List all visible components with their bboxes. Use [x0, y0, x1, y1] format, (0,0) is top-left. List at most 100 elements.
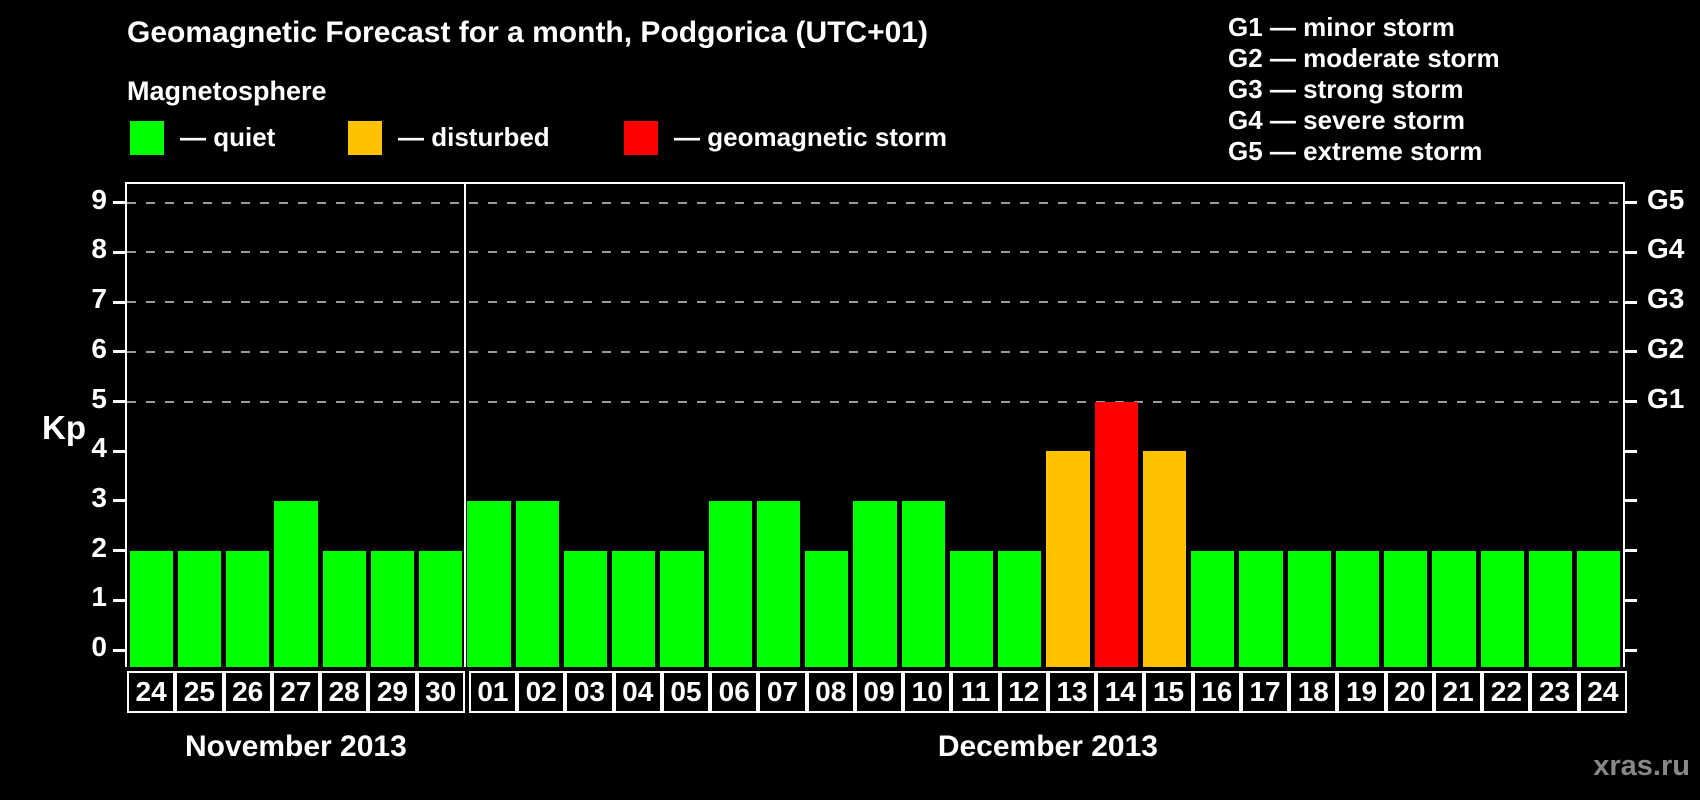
- y-axis-tick-right: [1625, 400, 1637, 403]
- plot-border-top: [125, 182, 1625, 184]
- quiet-color-swatch: [130, 120, 164, 155]
- storm-scale-legend: G1 — minor storm G2 — moderate storm G3 …: [1228, 12, 1500, 167]
- kp-bar-day-05: [660, 550, 704, 667]
- kp-bar-day-30: [419, 550, 463, 667]
- right-axis-label-g1: G1: [1647, 382, 1685, 414]
- storm-scale-line-g4: G4 — severe storm: [1228, 105, 1466, 135]
- legend-item-label: — disturbed: [398, 122, 550, 152]
- date-cell-24: 24: [1578, 671, 1627, 713]
- kp-bar-day-18: [1287, 550, 1331, 667]
- date-cell-29: 29: [368, 671, 417, 713]
- kp-bar-day-24: [129, 550, 173, 667]
- date-cell-08: 08: [806, 671, 855, 713]
- y-axis-tick-right: [1625, 300, 1637, 304]
- kp-bar-day-02: [515, 500, 559, 667]
- date-cell-07: 07: [758, 671, 807, 713]
- kp-bar-day-08: [805, 550, 849, 667]
- y-axis-tick-right: [1625, 499, 1637, 503]
- kp-bar-day-06: [708, 500, 752, 667]
- date-cell-06: 06: [710, 671, 759, 713]
- y-tick-label: 7: [91, 283, 107, 315]
- y-axis-tick-left: [113, 350, 125, 354]
- kp-bar-day-24: [1577, 550, 1621, 667]
- legend-item-label: — quiet: [180, 122, 276, 152]
- date-cell-01: 01: [468, 671, 518, 713]
- date-cell-20: 20: [1385, 671, 1434, 713]
- y-axis-tick-left: [113, 499, 125, 503]
- date-cell-16: 16: [1192, 671, 1241, 713]
- y-tick-label: 0: [91, 631, 107, 662]
- y-axis-tick-left: [113, 648, 125, 652]
- storm-scale-line-g1: G1 — minor storm: [1228, 12, 1455, 42]
- y-axis-tick-right: [1625, 250, 1637, 254]
- date-cell-03: 03: [565, 671, 614, 713]
- legend-title: Magnetosphere: [127, 76, 327, 106]
- gridline-kp9: [127, 201, 1623, 204]
- date-cell-26: 26: [223, 671, 272, 713]
- gridline-kp8: [127, 251, 1623, 254]
- date-cell-13: 13: [1047, 671, 1097, 713]
- y-axis-tick-left: [113, 400, 125, 403]
- y-axis-tick-left: [113, 549, 125, 553]
- date-cell-05: 05: [661, 671, 711, 713]
- date-cell-22: 22: [1482, 671, 1531, 713]
- legend-item-disturbed: — disturbed: [348, 120, 550, 155]
- y-axis-label: Kp: [42, 408, 86, 446]
- right-axis-label-g5: G5: [1647, 183, 1685, 215]
- date-cell-12: 12: [999, 671, 1048, 713]
- y-axis-tick-left: [113, 598, 125, 602]
- y-axis-tick-left: [113, 300, 125, 304]
- kp-bar-day-10: [901, 500, 945, 667]
- date-cell-23: 23: [1530, 671, 1579, 713]
- plot-border-left: [125, 182, 127, 667]
- kp-bar-day-03: [563, 550, 608, 667]
- storm-color-swatch: [624, 120, 658, 155]
- y-axis-tick-right: [1625, 449, 1637, 453]
- date-cell-02: 02: [517, 671, 566, 713]
- date-cell-11: 11: [951, 671, 1000, 713]
- kp-bar-day-15: [1142, 451, 1187, 667]
- y-tick-label: 3: [91, 481, 107, 513]
- date-cell-19: 19: [1337, 671, 1386, 713]
- date-cell-14: 14: [1096, 671, 1145, 713]
- date-cell-09: 09: [854, 671, 904, 713]
- legend-item-quiet: — quiet: [130, 120, 275, 155]
- date-cell-28: 28: [320, 671, 369, 713]
- y-axis-tick-right: [1625, 549, 1637, 553]
- kp-bar-day-29: [370, 550, 415, 667]
- kp-bar-day-26: [226, 550, 270, 667]
- y-tick-label: 5: [91, 382, 107, 414]
- kp-bar-day-04: [612, 550, 656, 667]
- y-tick-label: 9: [91, 183, 107, 215]
- kp-bar-day-23: [1528, 550, 1573, 667]
- kp-bar-day-27: [274, 500, 318, 667]
- storm-scale-line-g5: G5 — extreme storm: [1228, 136, 1483, 166]
- date-cell-10: 10: [903, 671, 952, 713]
- y-tick-label: 1: [91, 581, 107, 613]
- date-cell-15: 15: [1144, 671, 1193, 713]
- y-tick-label: 6: [91, 332, 107, 364]
- date-cell-27: 27: [271, 671, 321, 713]
- plot-border-right: [1623, 182, 1625, 667]
- y-tick-label: 2: [91, 531, 107, 563]
- y-axis-tick-left: [113, 201, 125, 205]
- date-cell-30: 30: [416, 671, 465, 713]
- right-axis-label-g3: G3: [1647, 283, 1685, 315]
- y-axis-tick-left: [113, 449, 125, 453]
- kp-bar-day-17: [1239, 550, 1283, 667]
- month-separator-line: [463, 184, 466, 667]
- right-axis-label-g4: G4: [1647, 233, 1685, 265]
- y-axis-tick-left: [113, 250, 125, 254]
- kp-bar-day-11: [949, 550, 994, 667]
- chart-title: Geomagnetic Forecast for a month, Podgor…: [127, 16, 928, 49]
- gridline-kp7: [127, 301, 1623, 304]
- y-axis-tick-right: [1625, 598, 1637, 602]
- watermark: xras.ru: [1593, 750, 1690, 782]
- y-tick-label: 8: [91, 233, 107, 265]
- y-axis-tick-right: [1625, 201, 1637, 205]
- legend-item-storm: — geomagnetic storm: [624, 120, 947, 155]
- y-tick-label: 4: [91, 432, 107, 464]
- y-axis-tick-right: [1625, 648, 1637, 652]
- kp-bar-day-14: [1094, 401, 1138, 667]
